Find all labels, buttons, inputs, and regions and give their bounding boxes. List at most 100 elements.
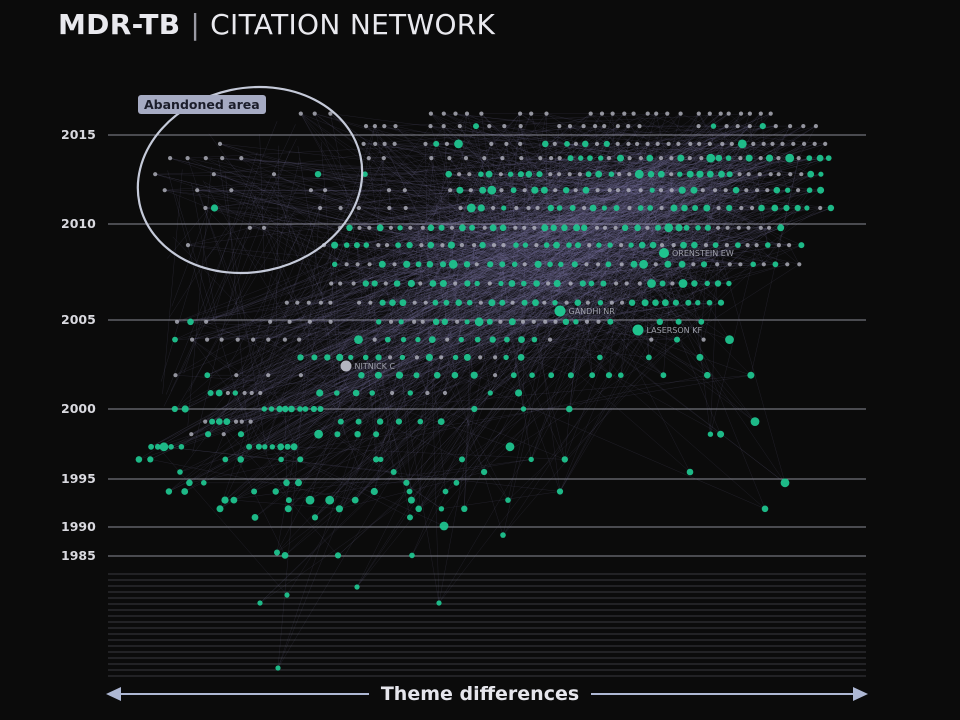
citation-edge — [521, 210, 602, 340]
citation-edge — [592, 207, 798, 376]
citation-edge — [236, 162, 692, 376]
publication-node — [168, 156, 173, 161]
citation-edge — [484, 125, 619, 263]
highlighted-publication-node — [664, 260, 672, 268]
highlighted-publication-node — [818, 171, 824, 177]
highlighted-publication-node — [531, 336, 538, 343]
citation-edge — [503, 207, 787, 229]
citation-edge — [414, 207, 651, 270]
citation-edge — [534, 214, 596, 340]
citation-edge — [475, 126, 524, 410]
highlighted-publication-node — [515, 389, 523, 397]
citation-edge — [206, 143, 669, 322]
citation-edge — [556, 190, 576, 246]
citation-edge — [572, 126, 629, 209]
citation-edge — [425, 190, 768, 303]
citation-edge — [614, 158, 711, 291]
citation-edge — [629, 158, 677, 303]
citation-edge — [244, 227, 616, 394]
citation-edge — [523, 252, 556, 303]
citation-edge — [517, 125, 629, 275]
highlighted-publication-node — [374, 371, 382, 379]
highlighted-publication-node — [675, 224, 683, 232]
highlighted-publication-node — [311, 514, 319, 521]
citation-edge — [337, 204, 548, 435]
publication-node — [697, 141, 702, 146]
citation-edge — [639, 143, 805, 284]
highlighted-publication-node — [605, 261, 612, 268]
highlighted-publication-node — [703, 204, 711, 212]
citation-edge — [544, 271, 575, 303]
citation-edge — [206, 157, 591, 322]
citation-edge — [432, 266, 545, 284]
publication-node — [707, 141, 713, 146]
highlighted-publication-node — [582, 186, 590, 194]
citation-edge — [398, 244, 414, 257]
citation-edge — [192, 339, 442, 509]
citation-edge — [300, 125, 571, 358]
citation-edge — [645, 180, 662, 191]
highlighted-publication-node — [459, 456, 465, 463]
highlighted-publication-node — [683, 224, 690, 231]
publication-node — [691, 262, 696, 267]
highlighted-publication-node — [677, 171, 683, 177]
citation-edge — [617, 207, 641, 218]
citation-edge — [356, 266, 543, 394]
citation-edge — [453, 205, 647, 265]
citation-edge — [441, 125, 776, 509]
citation-edge — [235, 174, 366, 422]
citation-edge — [374, 207, 605, 284]
publication-node — [463, 156, 469, 161]
citation-edge — [465, 207, 630, 258]
citation-edge — [369, 213, 604, 229]
citation-edge — [549, 248, 571, 265]
highlighted-publication-node — [725, 335, 734, 344]
highlighted-publication-node — [348, 354, 354, 360]
citation-edge — [330, 302, 456, 358]
citation-edge — [502, 181, 678, 265]
citation-edge — [572, 173, 802, 232]
highlighted-publication-node — [783, 204, 790, 212]
publication-node — [403, 205, 408, 211]
highlighted-publication-node — [541, 224, 549, 232]
citation-edge — [515, 174, 599, 325]
citation-edge — [432, 261, 465, 340]
citation-edge — [420, 198, 755, 284]
citation-edge — [349, 227, 443, 246]
highlighted-publication-node — [553, 241, 560, 249]
citation-edge — [521, 174, 640, 340]
publication-node — [355, 262, 360, 267]
citation-edge — [661, 190, 726, 246]
citation-edge — [240, 375, 751, 460]
highlighted-publication-node — [777, 224, 785, 232]
citation-edge — [455, 190, 483, 284]
publication-node — [211, 172, 216, 177]
citation-edge — [441, 161, 661, 422]
citation-edge — [222, 157, 608, 211]
publication-node — [467, 172, 472, 177]
citation-edge — [493, 244, 568, 288]
highlighted-publication-node — [603, 140, 610, 147]
highlighted-publication-node — [534, 260, 542, 268]
citation-edge — [608, 299, 617, 376]
citation-edge — [416, 245, 419, 340]
citation-edge — [569, 125, 630, 159]
citation-edge — [471, 125, 629, 264]
citation-edge — [244, 321, 599, 394]
citation-edge — [619, 174, 645, 248]
publication-node — [602, 225, 608, 230]
citation-edge — [271, 264, 644, 410]
citation-edge — [299, 227, 423, 340]
publication-node — [622, 111, 627, 116]
citation-edge — [489, 173, 755, 199]
citation-edge — [554, 125, 605, 145]
highlighted-publication-node — [358, 372, 365, 379]
citation-edge — [480, 249, 558, 284]
highlighted-publication-node — [507, 171, 514, 177]
citation-edge — [219, 421, 339, 556]
citation-edge — [364, 174, 487, 259]
citation-edge — [300, 280, 512, 358]
citation-edge — [470, 162, 625, 191]
citation-edge — [374, 339, 404, 492]
highlighted-publication-node — [269, 444, 275, 450]
